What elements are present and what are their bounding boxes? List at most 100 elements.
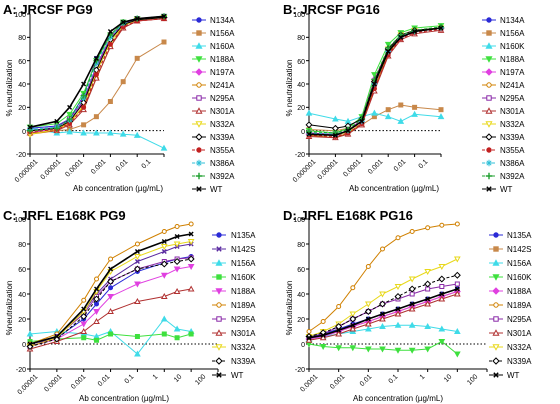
data-point	[438, 275, 446, 283]
data-point	[453, 271, 461, 279]
series-line	[308, 27, 442, 137]
plot-area	[26, 13, 168, 157]
legend-swatch	[212, 357, 226, 365]
data-point	[411, 110, 418, 117]
x-tick-label: 1	[419, 373, 427, 381]
legend-marker	[492, 274, 500, 281]
legend-label: N386A	[210, 159, 235, 168]
legend-label: N156A	[231, 259, 256, 268]
legend-marker	[485, 159, 493, 167]
legend-swatch	[192, 56, 206, 63]
x-axis-label: Ab concentration (µg/mL)	[349, 184, 439, 193]
data-point	[364, 320, 372, 327]
x-tick-label: 0.1	[124, 373, 136, 385]
legend-swatch	[482, 95, 496, 101]
y-tick-label: 60	[297, 59, 305, 66]
y-tick-label: 80	[18, 242, 26, 249]
data-point	[335, 345, 343, 352]
y-tick-label: -20	[16, 152, 26, 159]
legend-swatch	[489, 302, 503, 308]
legend-marker	[195, 121, 203, 128]
data-point	[425, 296, 431, 302]
legend-swatch	[212, 344, 226, 351]
data-point	[336, 327, 342, 333]
data-point	[93, 317, 100, 324]
data-point	[349, 325, 357, 332]
data-point	[409, 301, 415, 307]
legend-swatch	[192, 147, 206, 153]
legend-label: N142S	[507, 245, 531, 254]
data-point	[134, 297, 141, 304]
legend-marker	[486, 147, 492, 153]
data-point	[412, 29, 418, 34]
y-tick-label: 0	[301, 129, 305, 136]
data-point	[173, 287, 181, 294]
data-point	[453, 327, 461, 334]
x-tick-label: 0.1	[418, 158, 430, 170]
data-point	[364, 301, 372, 308]
x-tick-label: 0.001	[367, 158, 384, 175]
panel-title: A: JRCSF PG9	[3, 2, 93, 17]
x-tick-label: 10	[173, 373, 184, 384]
legend-swatch	[482, 172, 496, 180]
legend-label: N339A	[500, 133, 525, 142]
data-point	[134, 16, 140, 22]
y-tick-label: 100	[14, 12, 26, 19]
legend-label: N339A	[507, 357, 532, 366]
legend-marker	[485, 133, 493, 141]
legend: N135A N142S N156A N160K N188A N189A N295…	[231, 231, 256, 380]
data-point	[107, 99, 113, 104]
x-tick-label: 0.0001	[64, 158, 84, 178]
legend-marker	[195, 107, 203, 114]
legend-swatch	[482, 107, 496, 114]
data-point	[134, 249, 140, 254]
data-point	[93, 114, 99, 120]
legend-marker	[493, 372, 499, 378]
data-point	[188, 331, 194, 337]
legend-swatch	[192, 95, 206, 101]
y-tick-labels: -20 0 20 40 60 80 100	[293, 12, 305, 159]
legend-marker	[195, 159, 203, 167]
legend-swatch	[212, 302, 226, 308]
data-point	[454, 221, 460, 227]
x-tick-label: 0.0001	[43, 373, 63, 393]
legend-swatch	[212, 329, 226, 336]
y-tick-labels: -20 0 20 40 60 80 100	[14, 217, 26, 374]
data-point	[424, 346, 432, 353]
legend-marker	[486, 82, 492, 88]
legend-marker	[196, 186, 202, 192]
data-point	[53, 125, 60, 132]
legend-marker	[216, 302, 222, 308]
data-point	[397, 117, 405, 124]
x-tick-label: 1	[152, 373, 160, 381]
legend-label: N160K	[500, 42, 525, 51]
legend-swatch	[192, 30, 206, 36]
data-point	[371, 81, 377, 87]
data-point	[385, 48, 391, 54]
x-tick-label: 0.00001	[317, 158, 340, 181]
legend-swatch	[482, 42, 496, 49]
legend-marker	[215, 357, 223, 365]
y-tick-label: 80	[297, 35, 305, 42]
x-tick-label: 0.1	[141, 158, 153, 170]
data-point	[134, 334, 140, 339]
data-point	[408, 305, 416, 312]
panel-title: B: JRCSF PG16	[283, 2, 380, 17]
data-point	[398, 34, 404, 40]
data-point	[438, 25, 444, 31]
y-tick-labels: -20 0 20 40 60 80 100	[293, 217, 305, 374]
data-point	[107, 277, 115, 286]
legend-swatch	[192, 159, 206, 167]
legend-label: N295A	[231, 315, 256, 324]
data-point	[371, 109, 378, 116]
data-point	[188, 221, 194, 227]
data-point	[359, 118, 365, 124]
legend-swatch	[212, 246, 226, 252]
legend-swatch	[482, 133, 496, 141]
y-tick-label: 80	[297, 242, 305, 249]
data-point	[439, 222, 445, 228]
x-tick-labels: 0.000001 0.00001 0.0001 0.001 0.01 0.1	[292, 158, 430, 184]
legend-label: N134A	[500, 16, 525, 25]
legend-marker	[493, 232, 499, 238]
data-point	[319, 334, 327, 341]
